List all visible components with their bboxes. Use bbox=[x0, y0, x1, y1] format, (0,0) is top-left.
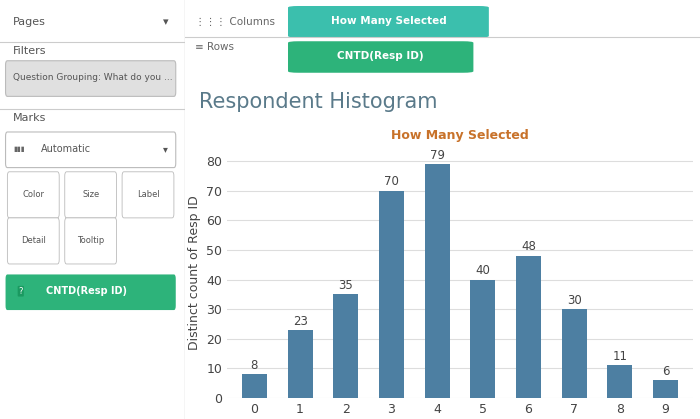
Bar bbox=[653, 380, 678, 398]
Text: Filters: Filters bbox=[13, 46, 46, 56]
Text: 70: 70 bbox=[384, 175, 399, 188]
Text: ?: ? bbox=[18, 287, 23, 296]
Text: 11: 11 bbox=[612, 350, 627, 363]
Text: Size: Size bbox=[82, 190, 99, 199]
Text: 30: 30 bbox=[567, 294, 582, 307]
Text: 23: 23 bbox=[293, 315, 307, 328]
Bar bbox=[425, 164, 449, 398]
FancyBboxPatch shape bbox=[64, 172, 116, 218]
FancyBboxPatch shape bbox=[288, 41, 473, 73]
Text: ≡ Rows: ≡ Rows bbox=[195, 42, 234, 52]
Text: CNTD(Resp ID): CNTD(Resp ID) bbox=[46, 286, 127, 296]
Text: Pages: Pages bbox=[13, 17, 46, 27]
Text: ⋮⋮⋮ Columns: ⋮⋮⋮ Columns bbox=[195, 16, 275, 26]
FancyBboxPatch shape bbox=[8, 218, 60, 264]
Text: ▾: ▾ bbox=[163, 144, 168, 154]
Bar bbox=[288, 330, 313, 398]
Text: ▮▮▮: ▮▮▮ bbox=[13, 146, 24, 152]
Text: Question Grouping: What do you ...: Question Grouping: What do you ... bbox=[13, 73, 173, 82]
Text: ▾: ▾ bbox=[163, 17, 169, 27]
Text: CNTD(Resp ID): CNTD(Resp ID) bbox=[337, 51, 424, 61]
Text: 35: 35 bbox=[338, 279, 354, 292]
Text: Automatic: Automatic bbox=[41, 144, 91, 154]
Bar bbox=[379, 191, 404, 398]
Text: 79: 79 bbox=[430, 149, 444, 162]
Text: Label: Label bbox=[136, 190, 160, 199]
Y-axis label: Distinct count of Resp ID: Distinct count of Resp ID bbox=[188, 195, 201, 349]
FancyBboxPatch shape bbox=[6, 132, 176, 168]
FancyBboxPatch shape bbox=[6, 61, 176, 96]
FancyBboxPatch shape bbox=[288, 6, 489, 37]
FancyBboxPatch shape bbox=[8, 172, 60, 218]
Text: Respondent Histogram: Respondent Histogram bbox=[199, 92, 438, 112]
Text: Tooltip: Tooltip bbox=[77, 236, 104, 246]
Text: How Many Selected: How Many Selected bbox=[391, 129, 529, 142]
Bar bbox=[561, 309, 587, 398]
Bar bbox=[516, 256, 541, 398]
Bar bbox=[241, 374, 267, 398]
Text: How Many Selected: How Many Selected bbox=[330, 16, 447, 26]
Text: 48: 48 bbox=[521, 241, 536, 253]
Bar bbox=[470, 279, 496, 398]
FancyBboxPatch shape bbox=[122, 172, 174, 218]
Text: Marks: Marks bbox=[13, 113, 46, 123]
FancyBboxPatch shape bbox=[64, 218, 116, 264]
Bar bbox=[333, 295, 358, 398]
Bar bbox=[608, 365, 633, 398]
Text: 6: 6 bbox=[662, 365, 669, 378]
Text: 8: 8 bbox=[251, 359, 258, 372]
Text: Color: Color bbox=[22, 190, 44, 199]
Text: 40: 40 bbox=[475, 264, 490, 277]
FancyBboxPatch shape bbox=[6, 274, 176, 310]
Text: Detail: Detail bbox=[21, 236, 46, 246]
